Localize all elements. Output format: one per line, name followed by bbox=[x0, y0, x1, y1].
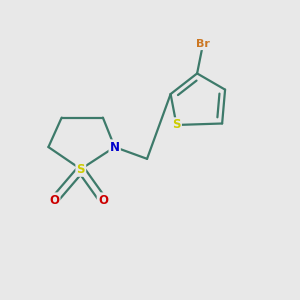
Text: Br: Br bbox=[196, 39, 210, 49]
Text: O: O bbox=[98, 194, 108, 207]
Text: N: N bbox=[110, 141, 120, 154]
Text: O: O bbox=[49, 194, 59, 207]
Text: S: S bbox=[172, 118, 181, 131]
Text: S: S bbox=[76, 163, 85, 176]
